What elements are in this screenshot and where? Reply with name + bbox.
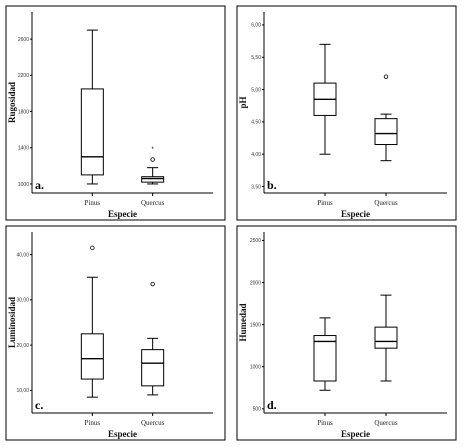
y-tick-label: 500 bbox=[253, 407, 262, 413]
iqr-box bbox=[374, 118, 398, 146]
iqr-box bbox=[374, 326, 398, 349]
x-tick-label-quercus: Quercus bbox=[141, 199, 165, 207]
panel-4: 500 1000 1500 2000 2500 Pinus Quercus Especie Hu… bbox=[236, 225, 457, 441]
y-tick-label: 5,50 bbox=[251, 55, 261, 61]
y-tick-label: 1800 bbox=[18, 109, 29, 115]
outlier-point bbox=[90, 245, 95, 251]
y-tick-label: 20,00 bbox=[16, 343, 29, 349]
box-pinus bbox=[313, 43, 337, 155]
box-quercus bbox=[374, 74, 398, 162]
y-axis-label: pH bbox=[238, 96, 248, 108]
y-tick-label: 30,00 bbox=[16, 298, 29, 304]
panel-1: 1000 1400 1800 2200 2600 Pinus Quercus Especie R… bbox=[5, 5, 226, 221]
y-tick-label: 3,50 bbox=[251, 184, 261, 190]
box-quercus bbox=[374, 294, 398, 382]
box-pinus bbox=[80, 29, 104, 185]
x-tick-label-quercus: Quercus bbox=[374, 199, 398, 207]
x-tick-label-pinus: Pinus bbox=[85, 419, 101, 427]
box-quercus bbox=[141, 281, 165, 396]
panel-frame bbox=[236, 5, 457, 221]
y-axis-label: Rugosidad bbox=[7, 82, 17, 123]
panel-frame bbox=[5, 5, 226, 221]
panel-label: d. bbox=[267, 398, 277, 412]
iqr-box bbox=[141, 176, 165, 183]
x-axis-label: Especie bbox=[108, 429, 137, 439]
x-axis-label: Especie bbox=[341, 429, 370, 439]
box-pinus bbox=[80, 245, 104, 398]
y-tick-label: 4,50 bbox=[251, 120, 261, 126]
y-tick-label: 1400 bbox=[18, 146, 29, 152]
panel-label: a. bbox=[35, 178, 44, 192]
panel-frame bbox=[236, 225, 457, 441]
y-tick-label: 4,00 bbox=[251, 152, 261, 158]
panel-label: b. bbox=[267, 178, 277, 192]
panel-2: 3,50 4,00 4,50 5,00 5,50 6,00 Pinus Quercus Espe… bbox=[236, 5, 457, 221]
y-tick-label: 2600 bbox=[18, 37, 29, 43]
outlier-point bbox=[150, 281, 155, 287]
y-tick-label: 2000 bbox=[250, 280, 261, 286]
y-tick-label: 1500 bbox=[250, 322, 261, 328]
iqr-box bbox=[80, 88, 104, 176]
iqr-box bbox=[313, 335, 337, 382]
x-tick-label-quercus: Quercus bbox=[374, 419, 398, 427]
x-axis-label: Especie bbox=[341, 209, 370, 219]
y-axis-label: Humedad bbox=[238, 303, 248, 341]
panel-3: 10,00 20,00 30,00 40,00 Pinus Quercus Especie L… bbox=[5, 225, 226, 441]
x-tick-label-quercus: Quercus bbox=[141, 419, 165, 427]
y-tick-label: 2500 bbox=[250, 238, 261, 244]
y-tick-label: 1000 bbox=[18, 182, 29, 188]
y-tick-label: 2200 bbox=[18, 73, 29, 79]
y-tick-label: 1000 bbox=[250, 364, 261, 370]
box-quercus: * bbox=[141, 147, 165, 185]
y-tick-label: 6,00 bbox=[251, 23, 261, 29]
iqr-box bbox=[141, 349, 165, 387]
panel-label: c. bbox=[35, 398, 43, 412]
y-tick-label: 40,00 bbox=[16, 252, 29, 258]
y-axis-label: Luminosidad bbox=[7, 297, 17, 348]
y-tick-label: 5,00 bbox=[251, 87, 261, 93]
panel-frame bbox=[5, 225, 226, 441]
extreme-point: * bbox=[151, 147, 154, 153]
box-pinus bbox=[313, 317, 337, 391]
iqr-box bbox=[80, 333, 104, 380]
x-tick-label-pinus: Pinus bbox=[317, 199, 333, 207]
outlier-point bbox=[383, 74, 389, 79]
x-tick-label-pinus: Pinus bbox=[317, 419, 333, 427]
x-axis-label: Especie bbox=[108, 209, 137, 219]
y-tick-label: 10,00 bbox=[16, 388, 29, 394]
outlier-point bbox=[150, 157, 155, 162]
x-tick-label-pinus: Pinus bbox=[85, 199, 101, 207]
